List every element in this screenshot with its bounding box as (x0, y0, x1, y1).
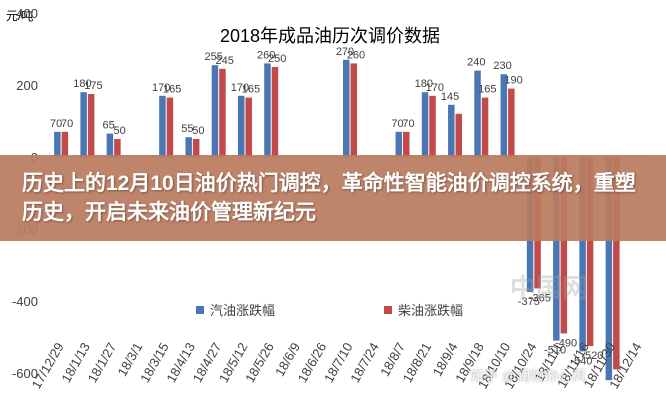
y-tick-label: 200 (16, 78, 38, 93)
bar-diesel (586, 157, 594, 346)
bar-diesel (429, 95, 436, 157)
bar-gasoline (605, 157, 613, 381)
bar-gasoline (211, 65, 219, 157)
data-label: 180 (73, 78, 91, 90)
data-label: 50 (114, 125, 126, 137)
data-label: -510 (544, 345, 566, 357)
data-label: -490 (555, 337, 577, 349)
bar-diesel (87, 94, 95, 157)
legend-label: 汽油涨跌幅 (210, 303, 275, 318)
bar-diesel (560, 157, 568, 334)
data-label: 180 (415, 78, 433, 90)
data-label: 170 (426, 82, 444, 94)
data-label: -365 (529, 292, 551, 304)
bar-gasoline (553, 157, 560, 341)
y-tick-label: -600 (12, 366, 38, 381)
data-label: 165 (478, 84, 496, 96)
bar-gasoline (500, 74, 508, 157)
data-label: 260 (347, 49, 365, 61)
bar-diesel (350, 63, 357, 157)
bar-diesel (455, 113, 463, 157)
bar-gasoline (579, 157, 586, 352)
bar-gasoline (421, 92, 429, 157)
headline-banner: 历史上的12月10日油价热门调控，革命性智能油价调控系统，重塑历史，开启未来油价… (0, 155, 666, 241)
bar-gasoline (237, 95, 245, 157)
bar-gasoline (448, 104, 455, 157)
unit-label: 元/吨 (6, 9, 33, 23)
bar-diesel (61, 131, 69, 157)
bar-gasoline (474, 70, 481, 157)
data-label: 50 (192, 125, 204, 137)
data-label: 170 (231, 82, 249, 94)
data-label: 70 (50, 118, 62, 130)
bar-diesel (114, 139, 121, 157)
bar-gasoline (395, 131, 403, 157)
bar-diesel (508, 88, 515, 157)
bar-gasoline (264, 63, 271, 157)
legend-swatch (196, 306, 204, 314)
data-label: 70 (61, 118, 73, 130)
data-label: 165 (163, 84, 181, 96)
bar-diesel (166, 97, 174, 157)
data-label: 270 (336, 46, 354, 58)
bar-diesel (219, 68, 226, 157)
data-label: -520 (581, 350, 603, 362)
bar-gasoline (159, 95, 166, 157)
legend-swatch (384, 306, 392, 314)
legend: 汽油涨跌幅 柴油涨跌幅 (196, 303, 463, 318)
data-label: 70 (391, 118, 403, 130)
data-label: 255 (205, 51, 223, 63)
bar-diesel (192, 139, 200, 157)
data-label: 240 (467, 57, 485, 69)
bar-gasoline (80, 92, 87, 157)
bar-diesel (271, 67, 279, 157)
data-label: 175 (84, 80, 102, 92)
chart-title: 2018年成品油历次调价数据 (220, 26, 440, 46)
data-label: 190 (504, 75, 522, 87)
data-label: 145 (441, 91, 459, 103)
bar-gasoline (185, 137, 192, 157)
data-label: 165 (242, 84, 260, 96)
bar-gasoline (343, 59, 350, 157)
y-tick-label: 400 (16, 6, 38, 21)
data-label: 70 (402, 118, 414, 130)
y-tick-label: -400 (12, 294, 38, 309)
bar-diesel (403, 131, 410, 157)
data-label: 170 (152, 82, 170, 94)
data-label: 245 (216, 55, 234, 67)
bar-gasoline (54, 131, 61, 157)
data-label: -540 (570, 355, 592, 367)
bar-diesel (481, 97, 489, 157)
bar-diesel (613, 157, 620, 370)
data-label: 250 (268, 53, 286, 65)
data-label: 65 (103, 120, 115, 132)
data-label: 230 (493, 60, 511, 72)
headline-text: 历史上的12月10日油价热门调控，革命性智能油价调控系统，重塑历史，开启未来油价… (22, 172, 636, 224)
data-label: 55 (181, 123, 193, 135)
data-label: -375 (518, 296, 540, 308)
bar-gasoline (106, 133, 114, 157)
bar-diesel (245, 97, 252, 157)
data-label: 260 (257, 49, 275, 61)
watermark-logo: 中国网 (510, 273, 589, 303)
legend-label: 柴油涨跌幅 (398, 303, 463, 318)
zhihu-watermark: 知乎 @润物你心风 (470, 368, 587, 384)
